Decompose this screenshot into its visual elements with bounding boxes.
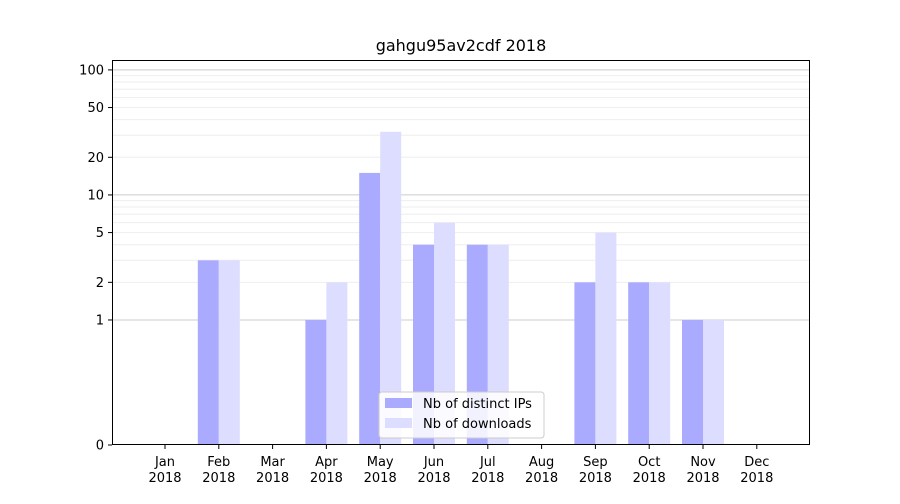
y-tick-label: 10 [87, 188, 104, 203]
x-tick-label: Jun [423, 455, 444, 470]
bars [197, 131, 724, 445]
x-tick-label: Mar [260, 455, 285, 470]
x-tick-label: 2018 [579, 471, 612, 486]
y-tick-label: 2 [96, 276, 104, 291]
y-tick-label: 20 [87, 151, 104, 166]
chart-title: gahgu95av2cdf 2018 [376, 36, 547, 55]
bar-downloads [380, 131, 402, 445]
y-tick-label: 1 [96, 313, 104, 328]
x-axis: Jan2018Feb2018Mar2018Apr2018May2018Jun20… [148, 445, 773, 486]
x-tick-label: Jan [154, 455, 175, 470]
x-tick-label: 2018 [417, 471, 450, 486]
x-tick-label: 2018 [525, 471, 558, 486]
bar-distinct-ips [305, 319, 327, 445]
bar-downloads [595, 232, 617, 445]
x-tick-label: May [367, 455, 394, 470]
y-tick-label: 0 [96, 439, 104, 454]
legend-swatch [385, 418, 412, 428]
x-tick-label: 2018 [310, 471, 343, 486]
legend-box [378, 391, 545, 439]
bar-distinct-ips [359, 172, 381, 445]
x-tick-label: Aug [529, 455, 554, 470]
y-tick-label: 50 [87, 101, 104, 116]
y-axis: 0 1 2 5 10 20 50 100 [79, 63, 112, 454]
x-tick-label: Oct [638, 455, 660, 470]
x-tick-label: 2018 [740, 471, 773, 486]
bar-downloads [434, 222, 455, 445]
x-tick-label: 2018 [471, 471, 504, 486]
bar-downloads [703, 319, 724, 445]
legend-label: Nb of distinct IPs [423, 397, 532, 412]
grid-lines [112, 69, 810, 321]
y-tick-label: 100 [79, 63, 104, 78]
x-tick-label: Jul [479, 455, 496, 470]
x-tick-label: Apr [315, 455, 338, 470]
y-tick-label: 5 [96, 226, 104, 241]
bar-downloads [218, 260, 240, 445]
x-tick-label: 2018 [148, 471, 181, 486]
x-tick-label: 2018 [686, 471, 719, 486]
x-tick-label: Dec [744, 455, 769, 470]
bar-distinct-ips [197, 260, 219, 445]
bar-distinct-ips [574, 282, 596, 445]
plot-frame [112, 60, 810, 445]
legend: Nb of distinct IPs Nb of downloads [378, 391, 545, 439]
bar-downloads [326, 282, 348, 445]
x-tick-label: 2018 [256, 471, 289, 486]
legend-swatch [385, 398, 412, 408]
bar-downloads [649, 282, 671, 445]
legend-label: Nb of downloads [423, 417, 532, 432]
x-tick-label: 2018 [364, 471, 397, 486]
x-tick-label: 2018 [633, 471, 666, 486]
x-tick-label: Sep [583, 455, 608, 470]
bar-distinct-ips [628, 282, 650, 445]
x-tick-label: 2018 [202, 471, 235, 486]
x-tick-label: Nov [690, 455, 716, 470]
bar-distinct-ips [682, 319, 703, 445]
x-tick-label: Feb [207, 455, 230, 470]
